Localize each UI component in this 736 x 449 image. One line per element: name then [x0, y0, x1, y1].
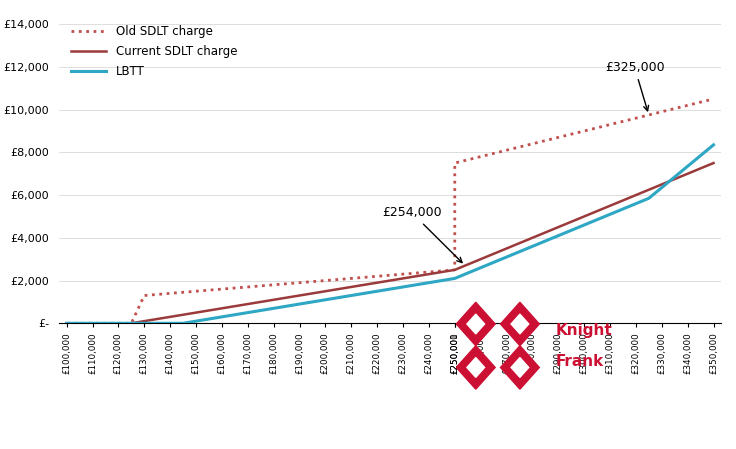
Polygon shape	[500, 302, 539, 346]
Text: Knight: Knight	[556, 322, 612, 338]
Legend: Old SDLT charge, Current SDLT charge, LBTT: Old SDLT charge, Current SDLT charge, LB…	[65, 19, 243, 84]
Polygon shape	[467, 314, 484, 334]
Polygon shape	[511, 357, 528, 377]
Polygon shape	[467, 357, 484, 377]
Polygon shape	[500, 346, 539, 389]
Text: Frank: Frank	[556, 354, 604, 369]
Text: £325,000: £325,000	[605, 61, 665, 111]
Polygon shape	[456, 302, 495, 346]
Polygon shape	[511, 314, 528, 334]
Text: £254,000: £254,000	[382, 207, 462, 263]
Polygon shape	[456, 346, 495, 389]
